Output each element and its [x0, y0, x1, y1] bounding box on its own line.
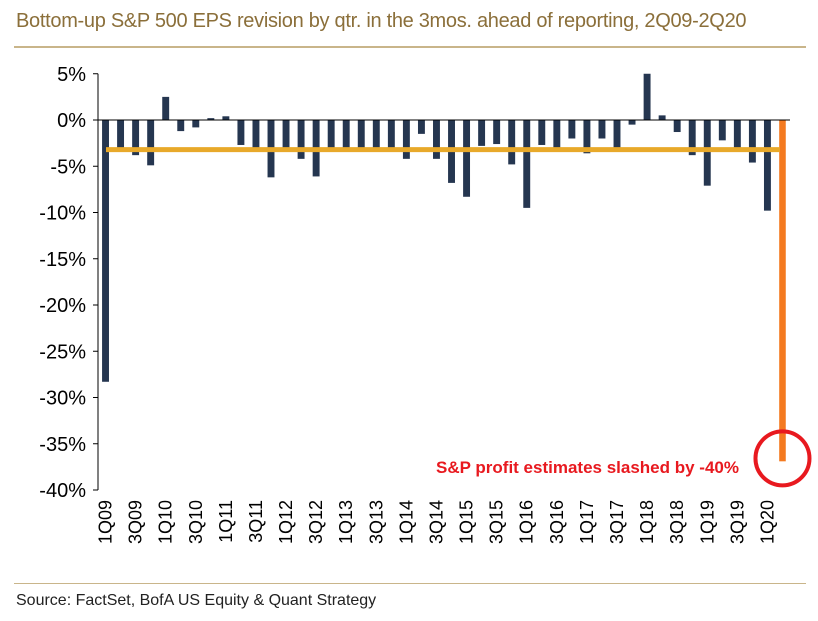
y-axis: 5% 0% -5% -10% -15% -20% -25% -30% -35% -40%	[39, 64, 99, 502]
x-tick-label: 3Q09	[126, 500, 146, 544]
y-tick-label: -30%	[39, 388, 86, 410]
title-divider	[14, 46, 806, 48]
chart-title: Bottom-up S&P 500 EPS revision by qtr. i…	[16, 10, 747, 32]
bar	[463, 120, 471, 197]
bar	[132, 120, 140, 156]
bar	[523, 120, 531, 208]
bar	[478, 120, 486, 146]
bar	[417, 120, 425, 134]
x-tick-label: 1Q10	[156, 500, 176, 544]
x-tick-label: 1Q11	[216, 500, 236, 543]
bar	[433, 120, 440, 159]
x-tick-label: 3Q19	[727, 500, 747, 544]
bar	[613, 120, 621, 150]
bar	[763, 120, 771, 211]
bar	[643, 73, 651, 120]
bar	[147, 120, 155, 166]
bar	[658, 115, 666, 120]
annotation-circle	[753, 429, 812, 488]
bar	[162, 96, 170, 120]
bar	[327, 120, 335, 148]
bars	[98, 73, 790, 462]
x-tick-label: 1Q13	[336, 500, 356, 544]
x-axis: 1Q09 3Q09 1Q10 3Q10 1Q11 3Q11 1Q12 3Q12 1Q13 3Q13…	[96, 500, 778, 544]
source-note: Source: FactSet, BofA US Equity & Quant …	[16, 592, 377, 609]
bar	[342, 120, 350, 148]
bar	[282, 120, 290, 148]
y-tick-label: -10%	[39, 203, 86, 225]
x-tick-label: 3Q18	[667, 500, 687, 544]
y-tick-label: 5%	[57, 64, 86, 86]
eps-revision-bar-chart: 5% 0% -5% -10% -15% -20% -25% -30% -35% -40% 1Q09…	[39, 64, 812, 544]
y-tick-label: -40%	[39, 480, 86, 502]
bar	[372, 120, 380, 148]
bar	[673, 120, 681, 133]
bar	[402, 120, 410, 159]
x-tick-label: 1Q20	[757, 500, 777, 544]
x-tick-label: 3Q11	[246, 500, 266, 543]
x-tick-label: 1Q15	[457, 500, 477, 544]
bar	[688, 120, 696, 156]
bar	[508, 120, 516, 165]
bar	[748, 120, 756, 163]
x-tick-label: 1Q19	[697, 500, 717, 544]
y-tick-label: -20%	[39, 295, 86, 317]
x-tick-label: 3Q17	[607, 500, 627, 544]
bar	[538, 120, 546, 145]
bar	[553, 120, 561, 148]
x-tick-label: 1Q14	[396, 500, 416, 544]
annotation-group: S&P profit estimates slashed by -40%	[436, 429, 812, 488]
x-tick-label: 3Q16	[547, 500, 567, 544]
y-tick-label: -35%	[39, 434, 86, 456]
bar	[297, 120, 305, 159]
bar	[703, 120, 711, 186]
y-tick-label: 0%	[57, 110, 86, 132]
annotation-text: S&P profit estimates slashed by -40%	[436, 458, 739, 477]
x-tick-label: 3Q10	[186, 500, 206, 544]
bar	[568, 120, 576, 139]
x-tick-label: 3Q13	[366, 500, 386, 544]
x-tick-label: 3Q12	[306, 500, 326, 544]
bar	[102, 120, 109, 382]
bar	[357, 120, 365, 148]
bar-highlight-2q20	[779, 120, 786, 462]
x-tick-label: 1Q12	[276, 500, 296, 544]
bar	[718, 120, 726, 141]
x-tick-label: 1Q17	[577, 500, 597, 544]
bar	[628, 120, 636, 125]
bar	[252, 120, 260, 152]
bar	[177, 120, 185, 132]
y-tick-label: -25%	[39, 341, 86, 363]
bar	[192, 120, 200, 128]
bar	[237, 120, 245, 145]
x-tick-label: 1Q16	[517, 500, 537, 544]
bar	[733, 120, 741, 152]
x-tick-label: 1Q09	[96, 500, 116, 544]
y-tick-label: -15%	[39, 249, 86, 271]
bar	[387, 120, 395, 148]
y-tick-label: -5%	[50, 156, 86, 178]
x-tick-label: 3Q15	[487, 500, 507, 544]
bar	[117, 120, 125, 148]
bar	[493, 120, 501, 145]
x-tick-label: 3Q14	[426, 500, 446, 544]
x-tick-label: 1Q18	[637, 500, 657, 544]
bar	[583, 120, 591, 154]
bar	[222, 116, 230, 120]
bar	[598, 120, 606, 139]
footer-divider	[14, 583, 806, 584]
bar	[207, 118, 215, 120]
